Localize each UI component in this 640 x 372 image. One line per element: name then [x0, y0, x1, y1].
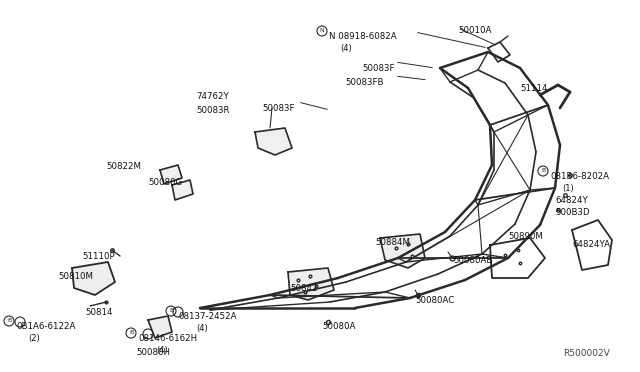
Text: 51110P: 51110P: [82, 252, 115, 261]
Polygon shape: [288, 268, 334, 300]
Text: (4): (4): [156, 346, 168, 355]
Text: 74762Y: 74762Y: [196, 92, 228, 101]
Text: 081B6-8202A: 081B6-8202A: [550, 172, 609, 181]
Text: B: B: [7, 318, 11, 324]
Text: 50080AB: 50080AB: [453, 256, 492, 265]
Text: (2): (2): [28, 334, 40, 343]
Text: 500B3D: 500B3D: [555, 208, 589, 217]
Text: 64824YA: 64824YA: [572, 240, 610, 249]
Text: R500002V: R500002V: [563, 349, 610, 358]
Polygon shape: [148, 316, 172, 338]
Text: 50814: 50814: [85, 308, 113, 317]
Text: 50080AC: 50080AC: [415, 296, 454, 305]
Text: 50083FB: 50083FB: [345, 78, 383, 87]
Text: B: B: [541, 169, 545, 173]
Text: 50890M: 50890M: [508, 232, 543, 241]
Text: 50083F: 50083F: [262, 104, 294, 113]
Text: 50884M: 50884M: [375, 238, 410, 247]
Text: 51114: 51114: [520, 84, 547, 93]
Text: 50822M: 50822M: [106, 162, 141, 171]
Polygon shape: [160, 165, 182, 184]
Text: 50083R: 50083R: [196, 106, 230, 115]
Text: 50083F: 50083F: [362, 64, 394, 73]
Text: 50810M: 50810M: [58, 272, 93, 281]
Text: 50080A: 50080A: [322, 322, 355, 331]
Polygon shape: [172, 180, 193, 200]
Text: 50080G: 50080G: [148, 178, 182, 187]
Text: 08137-2452A: 08137-2452A: [178, 312, 237, 321]
Polygon shape: [380, 234, 425, 268]
Text: (4): (4): [196, 324, 208, 333]
Text: (1): (1): [562, 184, 573, 193]
Text: N 08918-6082A: N 08918-6082A: [329, 32, 397, 41]
Text: B: B: [169, 308, 173, 314]
Text: B: B: [129, 330, 133, 336]
Text: N: N: [319, 29, 324, 33]
Polygon shape: [72, 262, 115, 295]
Polygon shape: [255, 128, 292, 155]
Text: 08146-6162H: 08146-6162H: [138, 334, 197, 343]
Text: 50010A: 50010A: [458, 26, 492, 35]
Text: 0B1A6-6122A: 0B1A6-6122A: [16, 322, 76, 331]
Text: 50080H: 50080H: [136, 348, 170, 357]
Text: 50842: 50842: [290, 284, 317, 293]
Text: 64824Y: 64824Y: [555, 196, 588, 205]
Text: (4): (4): [340, 44, 352, 53]
